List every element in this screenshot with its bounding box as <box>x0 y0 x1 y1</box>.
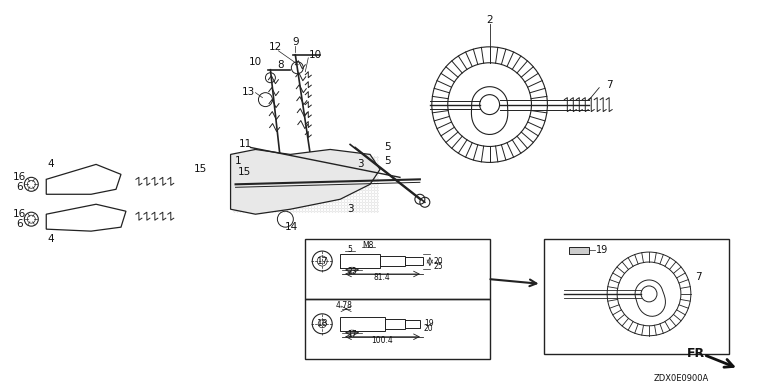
Text: 2: 2 <box>486 15 493 25</box>
Text: 4.78: 4.78 <box>336 301 353 310</box>
Bar <box>405 257 423 265</box>
Text: 25: 25 <box>434 262 443 270</box>
Text: 5: 5 <box>385 142 392 152</box>
Text: 20: 20 <box>434 257 443 265</box>
Text: 6: 6 <box>16 219 23 229</box>
Text: 14: 14 <box>285 222 298 232</box>
Text: 18: 18 <box>316 319 328 328</box>
Text: FR.: FR. <box>687 347 710 360</box>
Text: 1: 1 <box>235 156 242 166</box>
Text: 3: 3 <box>357 159 363 169</box>
Text: 11: 11 <box>239 139 252 149</box>
Text: 4: 4 <box>48 159 55 169</box>
Text: 10: 10 <box>249 57 262 67</box>
Text: 6: 6 <box>16 182 23 192</box>
Text: 17: 17 <box>347 330 357 339</box>
Bar <box>340 254 380 268</box>
Text: 7: 7 <box>696 272 702 282</box>
Text: 10: 10 <box>309 50 322 60</box>
Text: 81.4: 81.4 <box>374 273 390 283</box>
Bar <box>306 239 490 299</box>
Bar <box>385 319 405 329</box>
Text: 5: 5 <box>348 245 353 253</box>
Text: 15: 15 <box>194 164 207 174</box>
Text: 3: 3 <box>347 204 353 214</box>
Text: 4: 4 <box>48 234 55 244</box>
Text: 23: 23 <box>347 268 357 276</box>
Text: 7: 7 <box>606 80 612 90</box>
Text: 15: 15 <box>238 167 251 177</box>
Text: 16: 16 <box>13 172 26 182</box>
Bar <box>340 317 385 331</box>
Text: 20: 20 <box>424 324 433 333</box>
Polygon shape <box>230 149 380 214</box>
Bar <box>306 299 490 359</box>
Text: 19: 19 <box>424 319 433 328</box>
Text: 19: 19 <box>596 245 608 255</box>
Bar <box>380 256 405 266</box>
Text: M8: M8 <box>362 241 374 250</box>
Bar <box>545 239 729 354</box>
Text: 8: 8 <box>277 60 283 70</box>
Text: 17: 17 <box>316 257 328 265</box>
Text: ZDX0E0900A: ZDX0E0900A <box>654 374 709 383</box>
Bar <box>405 320 420 328</box>
Text: 9: 9 <box>292 37 299 47</box>
Text: 13: 13 <box>242 87 255 97</box>
Text: 12: 12 <box>269 42 282 52</box>
Text: 16: 16 <box>13 209 26 219</box>
Bar <box>569 247 589 254</box>
Text: 100.4: 100.4 <box>371 336 393 345</box>
Text: 5: 5 <box>385 156 392 166</box>
